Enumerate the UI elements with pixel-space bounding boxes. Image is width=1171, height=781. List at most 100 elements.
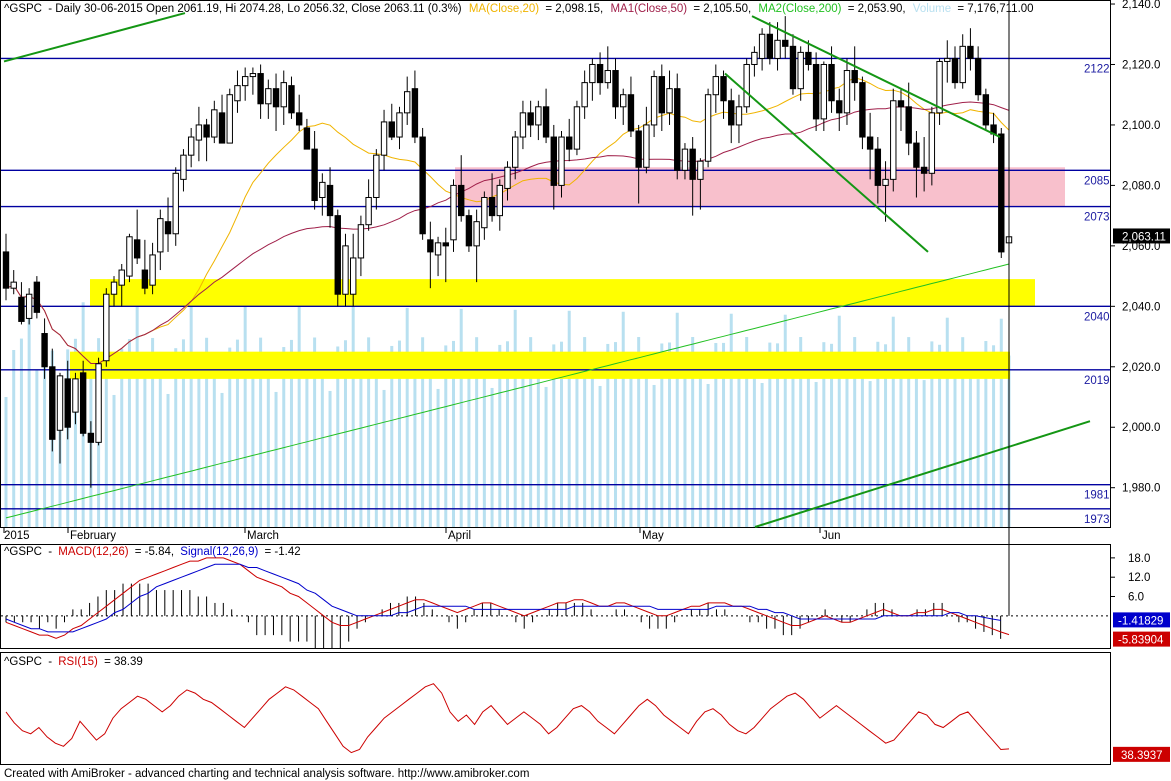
candle-body (689, 148, 696, 180)
volume-bar (482, 356, 486, 527)
ma20-label: MA(Close,20) (469, 3, 539, 15)
volume-bar (999, 318, 1003, 527)
candle-body (812, 63, 820, 120)
candle-body (836, 100, 843, 114)
volume-bar (181, 339, 185, 527)
volume-bar (922, 380, 926, 527)
candle-body (535, 106, 542, 126)
volume-bar (791, 358, 795, 527)
volume-bar (783, 314, 787, 527)
macd-badge-label: -5.83904 (1118, 635, 1164, 647)
volume-bar (567, 310, 571, 527)
volume-bar (768, 342, 772, 527)
volume-bar (467, 363, 471, 527)
candle-body (743, 63, 750, 108)
volume-bar (397, 340, 401, 527)
y-tick-label: 1,980.0 (1122, 483, 1160, 495)
volume-bar (590, 357, 594, 527)
candle-body (712, 76, 720, 96)
volume-bar (853, 337, 857, 527)
volume-bar (660, 343, 664, 527)
volume-bar (212, 352, 216, 527)
candle-body (566, 136, 573, 150)
volume-bar (984, 341, 988, 527)
candle-body (820, 63, 828, 120)
macd-symbol: ^GSPC (4, 546, 42, 558)
candle-body (280, 82, 287, 108)
candle-body (249, 73, 257, 78)
candle-body (33, 281, 41, 313)
candle-body (411, 88, 419, 138)
y-tick-label: 2,140.0 (1122, 0, 1160, 11)
volume-bar (320, 353, 324, 527)
candle-body (349, 257, 357, 295)
volume-bar (799, 337, 803, 527)
volume-bar (583, 337, 587, 527)
y-tick-label: 2,100.0 (1122, 120, 1160, 132)
volume-bar (367, 337, 371, 527)
candle-body (758, 33, 766, 59)
ma50-line (5, 101, 1010, 364)
volume-bar (421, 337, 425, 527)
candle-body (342, 245, 349, 295)
candle-body (859, 82, 866, 138)
volume-bar (668, 342, 672, 527)
support-zone-upper (90, 279, 1035, 307)
volume-bar (938, 344, 942, 527)
candle-body (959, 45, 966, 84)
volume-bar (683, 360, 687, 527)
volume-bar (614, 342, 618, 527)
rsi-symbol: ^GSPC (4, 656, 42, 668)
x-tick-label: 2015 (4, 530, 30, 542)
volume-bar (197, 367, 201, 527)
volume-bar (359, 365, 363, 527)
candle-body (434, 242, 442, 256)
candle-body (450, 184, 457, 241)
volume-bar (776, 343, 780, 527)
candle-body (481, 196, 488, 229)
candle-body (627, 94, 635, 132)
ma20-line (5, 77, 1010, 364)
volume-bar (174, 348, 178, 527)
volume-bar (205, 337, 209, 527)
signal-badge (1113, 612, 1170, 628)
y-tick-label: 2,000.0 (1122, 422, 1160, 434)
candle-body (72, 378, 79, 413)
candle-body (272, 88, 280, 108)
candle-body (774, 39, 781, 59)
candle-body (110, 281, 118, 295)
candle-body (373, 154, 380, 198)
candle-body (427, 239, 434, 253)
volume-bar (992, 345, 996, 527)
volume-bar (390, 345, 394, 527)
volume-bar (135, 303, 139, 527)
volume-bar (598, 385, 602, 527)
price-info: - Daily 30-06-2015 Open 2061.19, Hi 2074… (48, 3, 462, 15)
candle-body (866, 136, 874, 150)
candle-body (380, 121, 388, 156)
candle-body (512, 136, 519, 168)
candle-body (728, 100, 735, 126)
candle-body (319, 181, 326, 198)
volume-bar (158, 351, 162, 527)
candle-body (596, 63, 604, 84)
signal-badge-label: -1.41829 (1118, 615, 1163, 627)
macd-label: MACD(12,26) (58, 546, 128, 558)
trendline (751, 15, 1001, 138)
resistance-zone (455, 167, 1065, 207)
volume-bar (428, 355, 432, 527)
candle-body (542, 106, 550, 138)
candle-body (18, 296, 25, 322)
volume-bar (930, 341, 934, 527)
candle-body (828, 63, 835, 102)
ma200-value: = 2,053.90, (848, 3, 906, 15)
volume-bar (868, 381, 872, 527)
volume-bar (475, 337, 479, 527)
volume-bar (127, 339, 131, 527)
x-tick-label: April (448, 530, 471, 542)
volume-bar (43, 338, 47, 527)
volume-bar (729, 313, 733, 527)
candle-body (998, 133, 1005, 253)
volume-bar (806, 360, 810, 527)
macd-value: = -5.84, (135, 546, 174, 558)
